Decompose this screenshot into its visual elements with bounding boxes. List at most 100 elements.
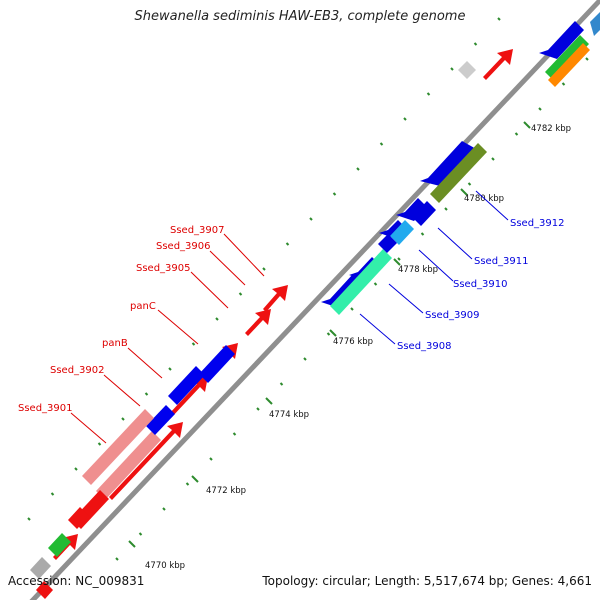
ruler-dot bbox=[403, 117, 407, 121]
gene-feature[interactable] bbox=[146, 405, 175, 435]
scale-tick-label: 4778 kbp bbox=[398, 265, 438, 275]
ruler-dot bbox=[561, 82, 566, 86]
scale-tick bbox=[393, 258, 401, 266]
ruler-dot bbox=[74, 467, 78, 471]
gene-feature[interactable] bbox=[36, 581, 53, 599]
gene-label[interactable]: Ssed_3908 bbox=[397, 341, 452, 352]
label-leader bbox=[209, 250, 246, 286]
scale-tick bbox=[329, 329, 337, 337]
gene-feature[interactable] bbox=[483, 49, 513, 80]
ruler-dot bbox=[397, 257, 401, 261]
ruler-dot bbox=[262, 267, 266, 271]
gene-label[interactable]: Ssed_3905 bbox=[136, 263, 191, 274]
scale-tick-label: 4780 kbp bbox=[464, 194, 504, 204]
gene-feature[interactable] bbox=[378, 234, 397, 253]
gene-feature[interactable] bbox=[263, 285, 288, 312]
ruler-dot bbox=[209, 457, 213, 461]
gene-label[interactable]: Ssed_3912 bbox=[510, 218, 565, 229]
scale-tick-label: 4772 kbp bbox=[206, 486, 246, 496]
label-leader bbox=[437, 227, 473, 260]
ruler-dot bbox=[373, 282, 378, 286]
gene-label[interactable]: Ssed_3906 bbox=[156, 241, 211, 252]
gene-feature[interactable] bbox=[82, 409, 154, 485]
ruler-dot bbox=[473, 42, 478, 46]
ruler-dot bbox=[514, 132, 519, 136]
gene-feature[interactable] bbox=[545, 35, 589, 81]
ruler-dot bbox=[420, 232, 425, 236]
gene-feature[interactable] bbox=[199, 345, 235, 383]
label-leader bbox=[388, 283, 424, 314]
ruler-dot bbox=[138, 532, 143, 536]
ruler-dot bbox=[497, 17, 501, 21]
gene-feature[interactable] bbox=[68, 507, 89, 529]
ruler-dot bbox=[256, 407, 260, 411]
gene-label[interactable]: panB bbox=[102, 338, 128, 349]
label-leader bbox=[223, 233, 265, 277]
gene-feature[interactable] bbox=[458, 61, 476, 79]
gene-label[interactable]: Ssed_3910 bbox=[453, 279, 508, 290]
gene-feature[interactable] bbox=[168, 366, 205, 405]
scale-tick-label: 4770 kbp bbox=[145, 561, 185, 571]
gene-feature[interactable] bbox=[412, 201, 436, 226]
ruler-dot bbox=[279, 382, 284, 386]
ruler-dot bbox=[491, 157, 495, 161]
ruler-dot bbox=[168, 367, 172, 371]
gene-feature[interactable] bbox=[96, 431, 161, 500]
label-leader bbox=[157, 309, 199, 345]
ruler-dot bbox=[326, 332, 331, 336]
gene-feature[interactable] bbox=[245, 309, 271, 336]
gene-feature[interactable] bbox=[420, 141, 478, 187]
forward-gene-labels: Ssed_3912 Ssed_3911 Ssed_3910 Ssed_3909 … bbox=[359, 190, 565, 352]
ruler-dot bbox=[27, 517, 31, 521]
gene-label[interactable]: panC bbox=[130, 301, 156, 312]
label-leader bbox=[103, 374, 141, 407]
label-leader bbox=[70, 412, 107, 444]
gene-feature[interactable] bbox=[330, 249, 392, 315]
scale-tick-label: 4782 kbp bbox=[531, 124, 571, 134]
ruler-dot bbox=[538, 107, 542, 111]
genome-backbone bbox=[29, 0, 600, 600]
scale-tick bbox=[265, 397, 273, 405]
scale-tick bbox=[128, 540, 136, 548]
gene-feature[interactable] bbox=[321, 274, 362, 308]
ruler-dot bbox=[309, 217, 313, 221]
ruler-dot bbox=[332, 192, 337, 196]
scale-ticks: 4770 kbp 4772 kbp 4774 kbp 4776 kbp 4778… bbox=[128, 121, 571, 571]
label-leader bbox=[127, 347, 163, 379]
scale-tick bbox=[460, 188, 468, 196]
gene-label[interactable]: Ssed_3902 bbox=[50, 365, 105, 376]
scale-tick-label: 4776 kbp bbox=[333, 337, 373, 347]
ruler-dot bbox=[350, 307, 354, 311]
gene-feature[interactable] bbox=[590, 12, 600, 36]
ruler-dot bbox=[232, 432, 237, 436]
ruler-dot bbox=[303, 357, 307, 361]
ruler-dot bbox=[285, 242, 290, 246]
gene-label[interactable]: Ssed_3911 bbox=[474, 256, 529, 267]
ruler-dot bbox=[215, 317, 219, 321]
scale-tick bbox=[523, 121, 531, 129]
gene-feature[interactable] bbox=[30, 557, 51, 579]
scale-tick-label: 4774 kbp bbox=[269, 410, 309, 420]
accession-text: Accession: NC_009831 bbox=[8, 574, 145, 588]
gene-feature[interactable] bbox=[390, 220, 414, 245]
ruler-dot bbox=[356, 167, 360, 171]
gene-label[interactable]: Ssed_3907 bbox=[170, 225, 225, 236]
ruler-dot bbox=[97, 442, 102, 446]
ruler-dot bbox=[585, 57, 589, 61]
ruler-dot bbox=[450, 67, 454, 71]
ruler-dot bbox=[238, 292, 243, 296]
gene-label[interactable]: Ssed_3909 bbox=[425, 310, 480, 321]
ruler-dots bbox=[27, 17, 589, 561]
gene-feature[interactable] bbox=[548, 43, 590, 87]
ruler-dot bbox=[144, 392, 149, 396]
genome-summary-text: Topology: circular; Length: 5,517,674 bp… bbox=[262, 574, 592, 588]
gene-feature[interactable] bbox=[430, 143, 487, 203]
gene-feature[interactable] bbox=[539, 21, 584, 59]
gene-label[interactable]: Ssed_3901 bbox=[18, 403, 73, 414]
gene-feature[interactable] bbox=[168, 376, 208, 418]
ruler-dot bbox=[115, 557, 119, 561]
gene-feature[interactable] bbox=[109, 422, 183, 500]
ruler-dot bbox=[426, 92, 431, 96]
gene-feature[interactable] bbox=[48, 533, 71, 557]
